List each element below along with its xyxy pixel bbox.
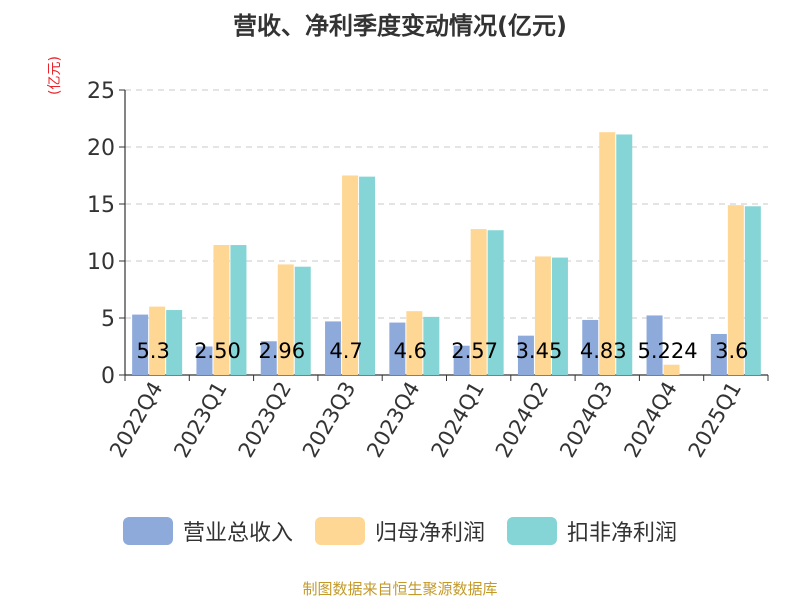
bar-3-2023Q3 bbox=[359, 176, 376, 375]
data-label: 2.50 bbox=[194, 339, 241, 363]
data-label: 4.7 bbox=[329, 339, 362, 363]
x-tick-label: 2023Q3 bbox=[298, 378, 360, 462]
source-footer: 制图数据来自恒生聚源数据库 bbox=[302, 580, 498, 598]
data-label: 2.57 bbox=[451, 339, 498, 363]
legend-item-deducted-net-profit[interactable]: 扣非净利润 bbox=[507, 515, 677, 547]
x-tick-label: 2022Q4 bbox=[105, 378, 167, 462]
bar-1-2023Q4 bbox=[389, 322, 406, 375]
x-tick-label: 2023Q2 bbox=[234, 378, 296, 462]
bar-3-2025Q1 bbox=[744, 206, 761, 375]
legend-swatch-revenue bbox=[122, 517, 173, 545]
bar-1-2023Q2 bbox=[260, 341, 277, 375]
legend-label-revenue: 营业总收入 bbox=[182, 521, 293, 546]
x-tick-label: 2024Q4 bbox=[619, 378, 681, 462]
y-tick-label: 15 bbox=[87, 193, 115, 218]
bar-2-2022Q4 bbox=[149, 306, 166, 375]
x-tick-label: 2023Q1 bbox=[169, 378, 231, 462]
bar-3-2022Q4 bbox=[166, 310, 183, 375]
data-label: 2.96 bbox=[258, 339, 305, 363]
x-tick-label: 2024Q3 bbox=[555, 378, 617, 462]
legend: 营业总收入 归母净利润 扣非净利润 bbox=[0, 515, 800, 547]
y-tick-label: 10 bbox=[87, 250, 115, 275]
legend-item-net-profit[interactable]: 归母净利润 bbox=[314, 515, 485, 547]
x-tick-label: 2024Q1 bbox=[427, 378, 489, 462]
bar-2-2024Q2 bbox=[534, 256, 551, 375]
bar-2-2024Q4 bbox=[663, 364, 680, 375]
data-label: 4.83 bbox=[580, 339, 627, 363]
legend-item-revenue[interactable]: 营业总收入 bbox=[122, 515, 293, 547]
bar-3-2023Q1 bbox=[230, 245, 247, 375]
bar-2-2024Q3 bbox=[599, 132, 616, 375]
y-tick-label: 25 bbox=[87, 79, 115, 104]
bar-2-2023Q4 bbox=[406, 311, 423, 375]
data-label: 3.6 bbox=[715, 339, 748, 363]
bar-1-2022Q4 bbox=[132, 314, 149, 375]
data-label: 3.45 bbox=[516, 339, 563, 363]
chart-title: 营收、净利季度变动情况(亿元) bbox=[233, 12, 567, 40]
y-tick-label: 20 bbox=[87, 136, 115, 161]
bar-3-2024Q2 bbox=[551, 257, 568, 375]
bar-1-2024Q4 bbox=[646, 315, 663, 375]
bar-1-2023Q3 bbox=[325, 321, 342, 375]
bar-3-2024Q1 bbox=[487, 230, 504, 375]
bar-1-2023Q1 bbox=[196, 346, 213, 375]
legend-swatch-deducted-net-profit bbox=[507, 517, 557, 545]
bar-1-2024Q1 bbox=[453, 345, 470, 375]
data-label: 5.3 bbox=[136, 339, 169, 363]
data-label: 4.6 bbox=[394, 339, 427, 363]
y-tick-label: 5 bbox=[101, 307, 115, 332]
data-label: 5.224 bbox=[637, 339, 697, 363]
bar-2-2025Q1 bbox=[727, 205, 744, 375]
legend-label-deducted-net-profit: 扣非净利润 bbox=[567, 521, 678, 546]
legend-label-net-profit: 归母净利润 bbox=[374, 521, 485, 546]
bar-2-2023Q3 bbox=[342, 175, 359, 375]
bar-3-2024Q3 bbox=[616, 134, 633, 375]
bar-3-2023Q4 bbox=[423, 316, 440, 375]
bar-1-2025Q1 bbox=[710, 333, 727, 375]
bar-2-2024Q1 bbox=[470, 229, 487, 375]
legend-swatch-net-profit bbox=[314, 517, 365, 545]
x-tick-label: 2025Q1 bbox=[684, 378, 746, 462]
bar-2-2023Q2 bbox=[277, 264, 294, 375]
x-tick-label: 2023Q4 bbox=[362, 378, 424, 462]
bar-2-2023Q1 bbox=[213, 245, 230, 375]
x-tick-label: 2024Q2 bbox=[491, 378, 553, 462]
bar-3-2023Q2 bbox=[294, 266, 311, 375]
y-tick-label: 0 bbox=[101, 364, 115, 389]
bar-1-2024Q3 bbox=[582, 319, 599, 375]
bar-1-2024Q2 bbox=[517, 335, 534, 375]
